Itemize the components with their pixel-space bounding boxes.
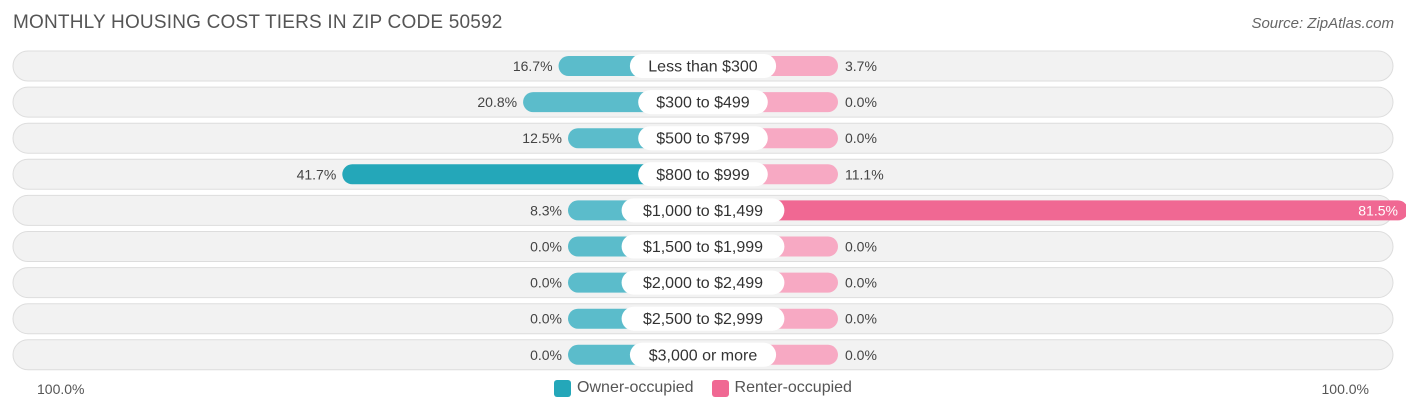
category-pill	[638, 126, 768, 151]
legend-swatch-owner	[554, 379, 572, 397]
category-pill	[621, 234, 785, 259]
legend-label-owner: Owner-occupied	[577, 379, 694, 396]
renter-value-label: 0.0%	[845, 130, 877, 146]
renter-value-label: 81.5%	[1358, 202, 1398, 218]
chart-title: MONTHLY HOUSING COST TIERS IN ZIP CODE 5…	[13, 12, 503, 33]
category-label: $800 to $999	[656, 167, 750, 184]
owner-value-label: 8.3%	[530, 202, 562, 218]
owner-value-label: 0.0%	[530, 347, 562, 363]
renter-value-label: 11.1%	[845, 166, 884, 182]
renter-value-label: 0.0%	[845, 94, 877, 110]
legend-label-renter: Renter-occupied	[734, 379, 852, 396]
owner-value-label: 12.5%	[522, 130, 562, 146]
category-pill	[638, 162, 768, 187]
source-label: Source: ZipAtlas.com	[1251, 15, 1394, 32]
owner-value-label: 20.8%	[477, 94, 517, 110]
owner-value-label: 41.7%	[297, 166, 337, 182]
owner-value-label: 16.7%	[513, 58, 553, 74]
category-pill	[621, 306, 785, 331]
owner-bar	[342, 164, 703, 185]
category-label: $1,500 to $1,999	[643, 239, 763, 256]
renter-bar	[703, 200, 1406, 221]
renter-value-label: 0.0%	[845, 239, 877, 255]
category-label: $3,000 or more	[649, 347, 758, 364]
owner-value-label: 0.0%	[530, 275, 562, 291]
category-pill	[638, 90, 768, 115]
category-pill	[621, 198, 785, 223]
category-label: Less than $300	[648, 59, 758, 76]
category-pill	[621, 270, 785, 295]
renter-value-label: 0.0%	[845, 311, 877, 327]
category-label: $1,000 to $1,499	[643, 203, 763, 220]
renter-value-label: 0.0%	[845, 275, 877, 291]
owner-value-label: 0.0%	[530, 239, 562, 255]
category-label: $2,500 to $2,999	[643, 311, 763, 328]
axis-right-label: 100.0%	[1321, 381, 1369, 397]
category-pill	[629, 342, 777, 367]
renter-value-label: 0.0%	[845, 347, 877, 363]
legend-swatch-renter	[711, 379, 729, 397]
category-pill	[629, 54, 777, 78]
legend: Owner-occupied Renter-occupied	[0, 379, 1406, 397]
category-label: $500 to $799	[656, 131, 750, 148]
legend-item-renter[interactable]: Renter-occupied	[711, 379, 852, 397]
category-label: $300 to $499	[656, 95, 750, 112]
category-label: $2,000 to $2,499	[643, 275, 763, 292]
axis-left-label: 100.0%	[37, 381, 85, 397]
renter-value-label: 3.7%	[845, 58, 877, 74]
owner-value-label: 0.0%	[530, 311, 562, 327]
legend-item-owner[interactable]: Owner-occupied	[554, 379, 694, 397]
